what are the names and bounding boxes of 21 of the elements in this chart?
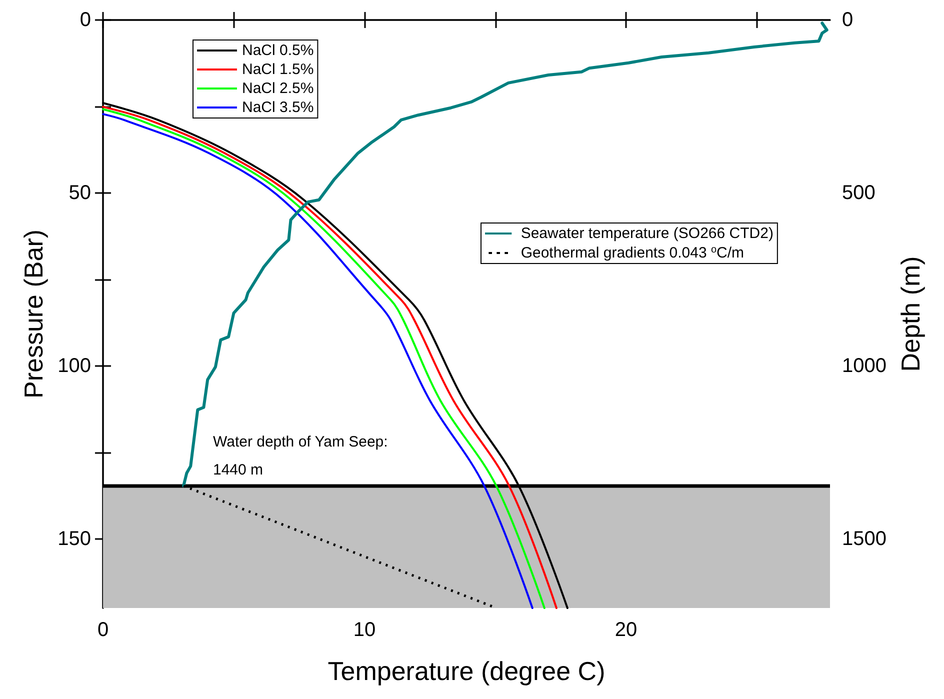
annotation: Water depth of Yam Seep: 1440 m [213,433,388,478]
y-tick-label: 0 [80,9,91,31]
y-tick-label: 100 [58,354,91,377]
y2-tick-label: 1500 [842,528,886,550]
legend-label: NaCl 0.5% [242,42,314,59]
legend-label: NaCl 1.5% [242,61,314,78]
y-axis-title: Pressure (Bar) [18,229,49,399]
legend-label: NaCl 3.5% [242,99,314,116]
legend-label: Seawater temperature (SO266 CTD2) [520,225,774,242]
line-series [182,22,828,488]
y2-tick-label: 0 [842,9,854,31]
y2-axis-title: Depth (m) [895,256,926,372]
legend-label: NaCl 2.5% [242,80,314,97]
x-tick-label: 20 [614,619,638,641]
y-tick-label: 50 [68,182,91,204]
y2-tick-label: 1000 [842,354,886,377]
x-tick-label: 10 [353,619,376,641]
x-tick-label: 0 [97,619,109,641]
x-axis-title: Temperature (degree C) [328,656,606,686]
y2-tick-label: 500 [842,182,876,204]
y-tick-label: 150 [58,528,91,550]
